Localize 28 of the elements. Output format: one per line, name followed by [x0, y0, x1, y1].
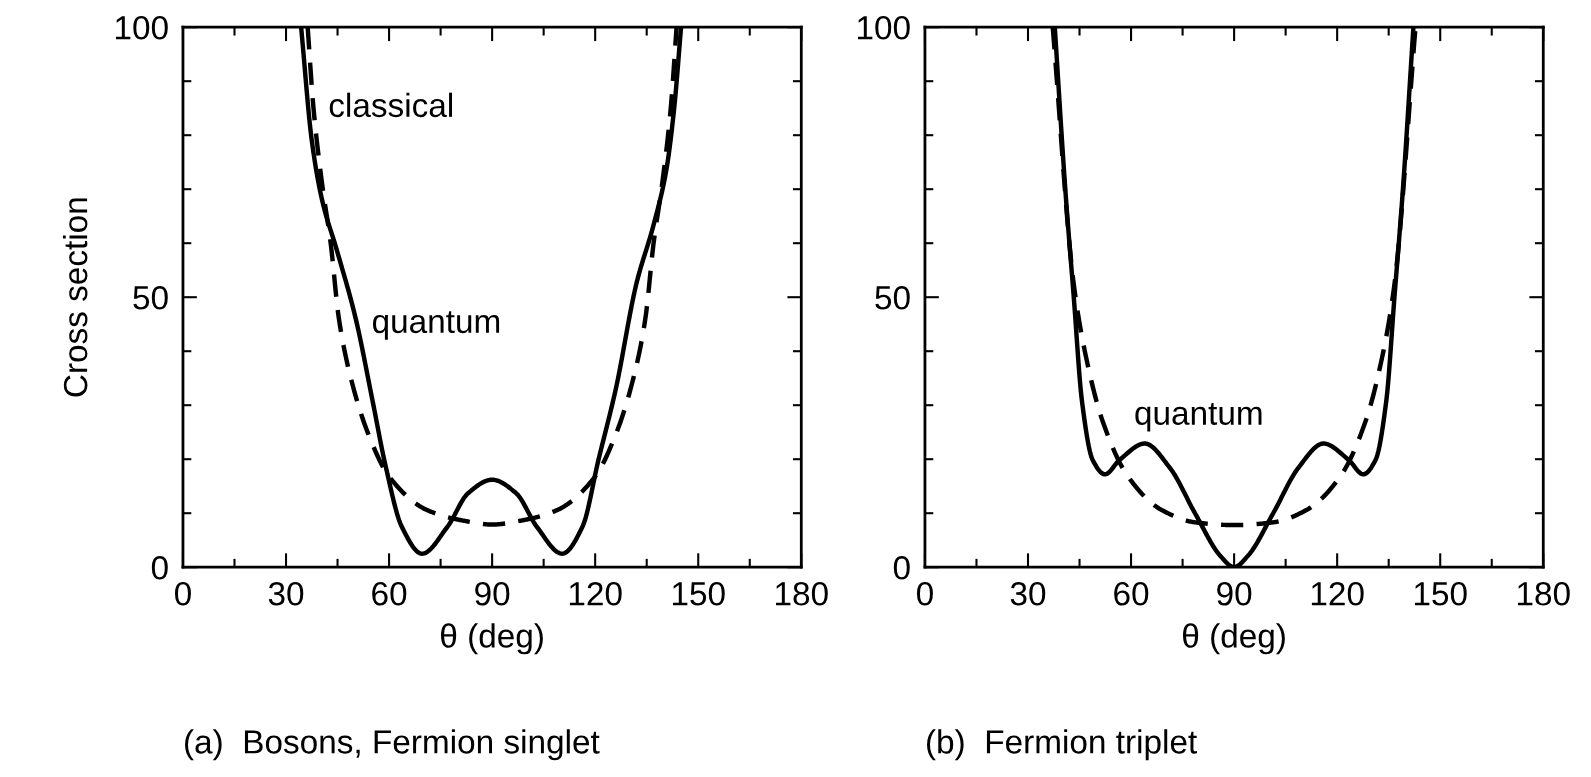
y-tick-label: 0	[151, 556, 168, 580]
annotation: quantum	[1135, 403, 1262, 432]
text: (a) Bosons, Fermion singlet	[185, 729, 600, 761]
y-tick-label: 100	[857, 16, 910, 40]
x-tick-label: 60	[372, 581, 407, 606]
x-tick-label: 90	[475, 581, 510, 606]
y-axis-title: Cross section	[62, 198, 88, 397]
x-axis-title: θ (deg)	[441, 623, 543, 655]
x-tick-label: 180	[776, 581, 828, 606]
x-tick-label: 150	[672, 581, 725, 606]
y-tick-label: 100	[116, 16, 168, 40]
x-tick-label: 0	[916, 581, 933, 606]
text: (b) Fermion triplet	[927, 729, 1197, 761]
x-tick-label: 120	[1311, 581, 1364, 606]
x-tick-label: 90	[1217, 581, 1252, 606]
x-tick-label: 0	[175, 581, 191, 606]
y-tick-label: 0	[893, 556, 910, 580]
x-tick-label: 120	[569, 581, 622, 606]
x-axis-title: θ (deg)	[1183, 623, 1285, 655]
annotation: classical	[329, 92, 452, 118]
x-tick-label: 30	[268, 581, 304, 606]
x-tick-label: 180	[1518, 581, 1570, 606]
y-tick-label: 50	[875, 286, 910, 310]
x-tick-label: 60	[1114, 581, 1149, 606]
x-tick-label: 150	[1414, 581, 1467, 606]
y-tick-label: 50	[133, 286, 168, 310]
annotation: quantum	[372, 311, 500, 340]
x-tick-label: 30	[1010, 581, 1046, 606]
